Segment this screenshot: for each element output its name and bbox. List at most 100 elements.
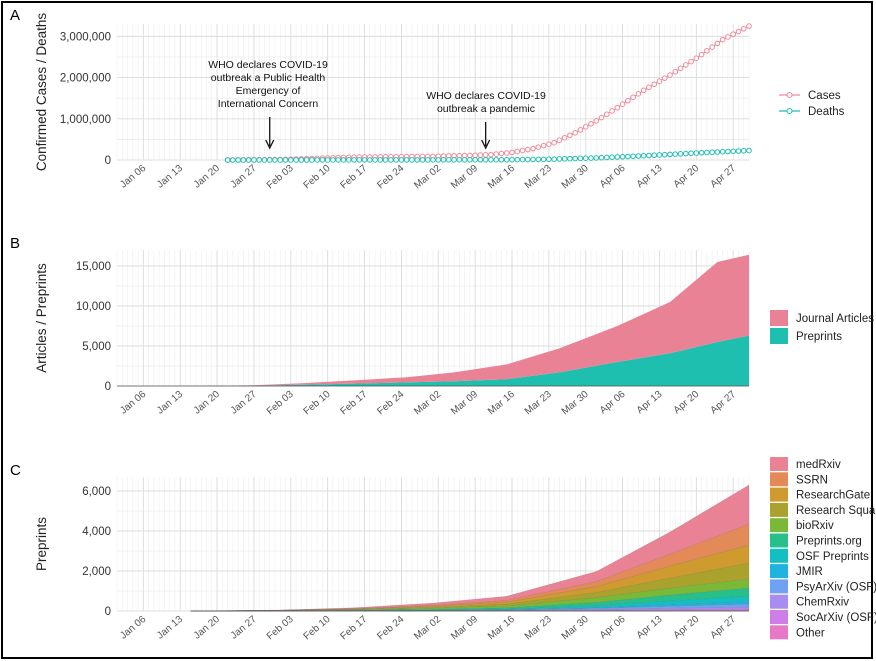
legend: Cases Deaths <box>779 90 845 118</box>
data-point <box>630 153 636 160</box>
data-point <box>572 130 579 136</box>
data-point <box>698 51 705 58</box>
data-point <box>519 156 526 163</box>
x-tick-label: Jan 20 <box>192 614 222 642</box>
data-point <box>740 147 747 154</box>
data-point <box>477 156 484 163</box>
data-point <box>345 157 352 163</box>
legend-key <box>770 518 788 533</box>
data-point <box>672 151 679 157</box>
legend-key <box>770 310 788 326</box>
x-tick-label: Feb 03 <box>265 163 296 192</box>
data-point <box>451 157 457 163</box>
legend-key <box>770 533 788 548</box>
x-tick-label: Jan 13 <box>155 614 185 642</box>
data-point <box>598 154 605 161</box>
data-point <box>614 154 621 160</box>
data-point <box>582 124 589 130</box>
data-point <box>672 68 679 75</box>
legend-key <box>770 472 788 487</box>
data-point <box>704 149 710 156</box>
data-point <box>646 84 652 91</box>
data-point <box>409 157 415 163</box>
annotation-text: outbreak a pandemic <box>437 103 535 115</box>
legend-label: Deaths <box>808 106 845 118</box>
data-point <box>577 127 584 133</box>
legend-key <box>770 502 788 517</box>
x-tick-label: Jan 13 <box>155 163 185 191</box>
x-tick-label: Jan 06 <box>118 614 148 642</box>
annotation-text: Emergency of <box>236 85 301 97</box>
x-tick-label: Apr 13 <box>635 614 665 642</box>
data-point <box>535 144 542 150</box>
x-tick-label: Feb 03 <box>265 614 296 643</box>
data-point <box>561 155 568 162</box>
y-tick-label: 10,000 <box>76 301 111 313</box>
data-point <box>351 157 357 163</box>
data-point <box>693 55 700 62</box>
data-point <box>698 149 705 156</box>
data-point <box>514 156 521 163</box>
legend-label: medRxiv <box>796 459 841 471</box>
legend-key <box>770 610 788 624</box>
data-point <box>546 156 552 163</box>
data-point <box>261 157 268 163</box>
legend-key <box>770 457 788 471</box>
data-point <box>704 47 710 54</box>
data-point <box>430 157 436 163</box>
data-point <box>482 152 489 158</box>
data-point <box>630 94 636 101</box>
data-point <box>503 156 510 163</box>
data-point <box>651 152 658 159</box>
x-tick-label: Mar 16 <box>486 614 517 643</box>
data-point <box>740 25 747 32</box>
data-point <box>640 152 647 159</box>
data-point <box>567 155 573 162</box>
legend-label: PsyArXiv (OSF) <box>796 581 876 593</box>
x-tick-label: Apr 27 <box>708 614 738 642</box>
data-point <box>556 137 563 144</box>
data-point <box>593 155 600 161</box>
x-tick-label: Apr 06 <box>598 389 628 417</box>
x-tick-label: Feb 10 <box>302 163 333 192</box>
data-point <box>361 157 368 163</box>
data-point <box>661 75 668 81</box>
legend-key <box>770 328 788 344</box>
data-point <box>382 157 389 163</box>
y-tick-label: 2,000 <box>82 566 111 578</box>
x-tick-label: Mar 30 <box>560 389 591 418</box>
x-tick-label: Jan 13 <box>155 389 185 417</box>
data-point <box>609 154 615 160</box>
data-point <box>693 150 700 156</box>
data-point <box>714 149 721 155</box>
x-tick-label: Feb 17 <box>339 163 370 192</box>
data-point <box>604 154 610 161</box>
data-point <box>677 151 684 157</box>
data-point <box>467 157 473 163</box>
area-preprints-org <box>190 587 750 612</box>
data-point <box>688 58 694 65</box>
data-point <box>446 157 452 163</box>
annotation-text: outbreak a Public Health <box>211 72 326 84</box>
data-point <box>625 153 631 160</box>
data-point <box>656 152 663 158</box>
data-point <box>582 155 589 161</box>
data-point <box>324 157 331 163</box>
y-tick-label: 2,000,000 <box>60 73 111 85</box>
data-point <box>683 150 689 157</box>
data-point <box>288 157 294 163</box>
x-tick-label: Jan 27 <box>229 163 259 191</box>
data-point <box>435 157 442 163</box>
data-point <box>725 148 731 155</box>
data-point <box>424 157 431 163</box>
data-point <box>735 28 742 35</box>
data-point <box>419 157 426 163</box>
data-point <box>519 147 526 154</box>
y-tick-label: 15,000 <box>76 261 111 273</box>
x-tick-label: Jan 20 <box>192 163 222 191</box>
x-tick-label: Mar 16 <box>486 163 517 192</box>
panel-c: 0 2,000 4,000 6,000 Jan 06 Jan 13 Jan 20 Jan 27… <box>10 457 876 642</box>
data-point <box>282 157 289 163</box>
data-point <box>488 151 494 158</box>
